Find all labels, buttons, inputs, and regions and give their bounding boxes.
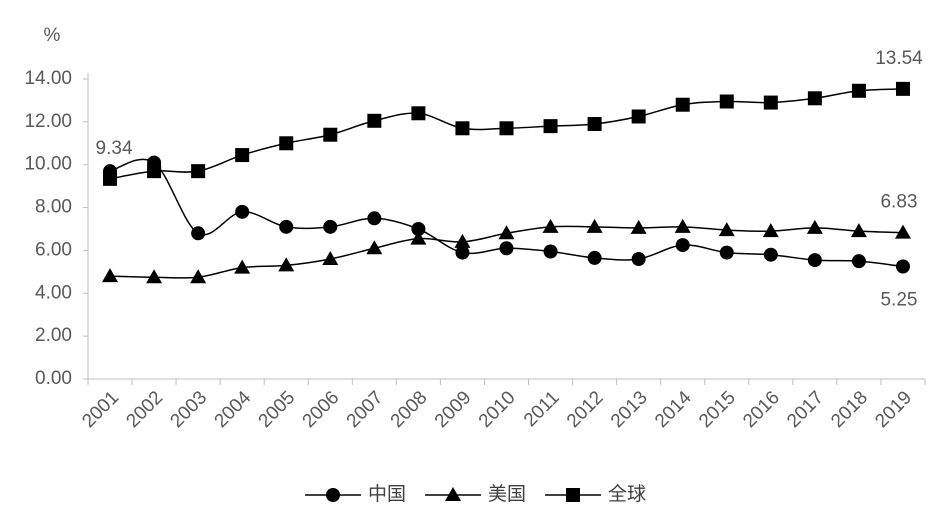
point — [235, 148, 250, 163]
point — [147, 164, 162, 179]
point — [851, 83, 866, 98]
point — [323, 219, 338, 234]
point — [806, 219, 823, 234]
point — [279, 136, 294, 151]
point — [278, 257, 295, 272]
y-tick-label: 8.00 — [35, 197, 72, 218]
x-tick-label: 2013 — [607, 387, 652, 432]
point — [895, 259, 910, 274]
point — [455, 121, 470, 136]
y-tick-label: 12.00 — [24, 111, 72, 132]
point — [455, 245, 470, 260]
y-tick-label: 0.00 — [35, 368, 72, 389]
point — [719, 94, 734, 109]
point — [102, 268, 119, 283]
point — [322, 251, 339, 265]
x-tick-label: 2015 — [695, 387, 740, 432]
y-tick-label: 6.00 — [35, 239, 72, 260]
point — [191, 226, 206, 241]
y-tick-label: 2.00 — [35, 325, 72, 346]
x-tick-label: 2012 — [563, 387, 608, 432]
point — [326, 488, 340, 502]
point — [807, 91, 822, 106]
point — [323, 127, 338, 142]
point — [895, 81, 910, 96]
x-tick-label: 2019 — [871, 387, 916, 432]
point — [411, 106, 426, 121]
point — [146, 269, 163, 284]
x-tick-label: 2014 — [651, 387, 696, 432]
x-tick-label: 2018 — [827, 387, 872, 432]
point — [191, 164, 206, 179]
point — [566, 488, 580, 502]
data-label: 5.25 — [880, 290, 917, 311]
x-tick-label: 2008 — [387, 387, 432, 432]
point — [190, 269, 207, 284]
x-tick-label: 2017 — [783, 387, 828, 432]
data-label: 6.83 — [880, 192, 917, 213]
point — [445, 487, 461, 501]
point — [807, 253, 822, 268]
point — [499, 241, 514, 256]
point — [543, 119, 558, 134]
point — [367, 211, 382, 226]
x-tick-label: 2007 — [343, 387, 388, 432]
point — [234, 259, 251, 274]
point — [410, 230, 427, 245]
point — [542, 218, 559, 233]
point — [587, 117, 602, 131]
legend-label: 美国 — [488, 483, 526, 505]
y-tick-label: 4.00 — [35, 282, 72, 303]
point — [235, 204, 250, 219]
point — [719, 245, 734, 260]
legend-label: 中国 — [368, 483, 406, 505]
point — [763, 247, 778, 262]
point — [675, 238, 690, 253]
x-tick-label: 2001 — [78, 387, 123, 432]
point — [851, 254, 866, 269]
data-label: 9.34 — [96, 138, 133, 159]
point — [103, 171, 118, 186]
legend-label: 全球 — [608, 483, 646, 505]
point — [586, 218, 603, 233]
point — [762, 223, 779, 238]
point — [454, 233, 471, 248]
x-tick-label: 2005 — [255, 387, 300, 432]
point — [279, 219, 294, 234]
point — [631, 109, 646, 124]
x-tick-label: 2016 — [739, 387, 784, 432]
point — [763, 95, 778, 110]
x-tick-label: 2011 — [520, 387, 564, 431]
point — [411, 222, 426, 236]
point — [498, 225, 515, 240]
point — [499, 121, 514, 136]
point — [631, 252, 646, 266]
point — [367, 113, 382, 128]
point — [587, 250, 602, 265]
y-tick-label: 10.00 — [24, 154, 72, 175]
x-tick-label: 2002 — [122, 387, 167, 432]
point — [674, 218, 691, 233]
point — [894, 224, 911, 239]
y-axis-label: % — [44, 25, 61, 46]
point — [630, 219, 647, 234]
point — [366, 240, 383, 255]
data-label: 13.54 — [875, 48, 923, 69]
point — [718, 222, 735, 237]
point — [675, 97, 690, 112]
point — [850, 223, 867, 238]
x-tick-label: 2009 — [431, 387, 476, 432]
x-tick-label: 2003 — [166, 387, 211, 432]
x-tick-label: 2004 — [211, 387, 256, 432]
y-tick-label: 14.00 — [24, 68, 72, 89]
x-tick-label: 2010 — [475, 387, 520, 432]
point — [543, 244, 558, 259]
x-tick-label: 2006 — [299, 387, 344, 432]
